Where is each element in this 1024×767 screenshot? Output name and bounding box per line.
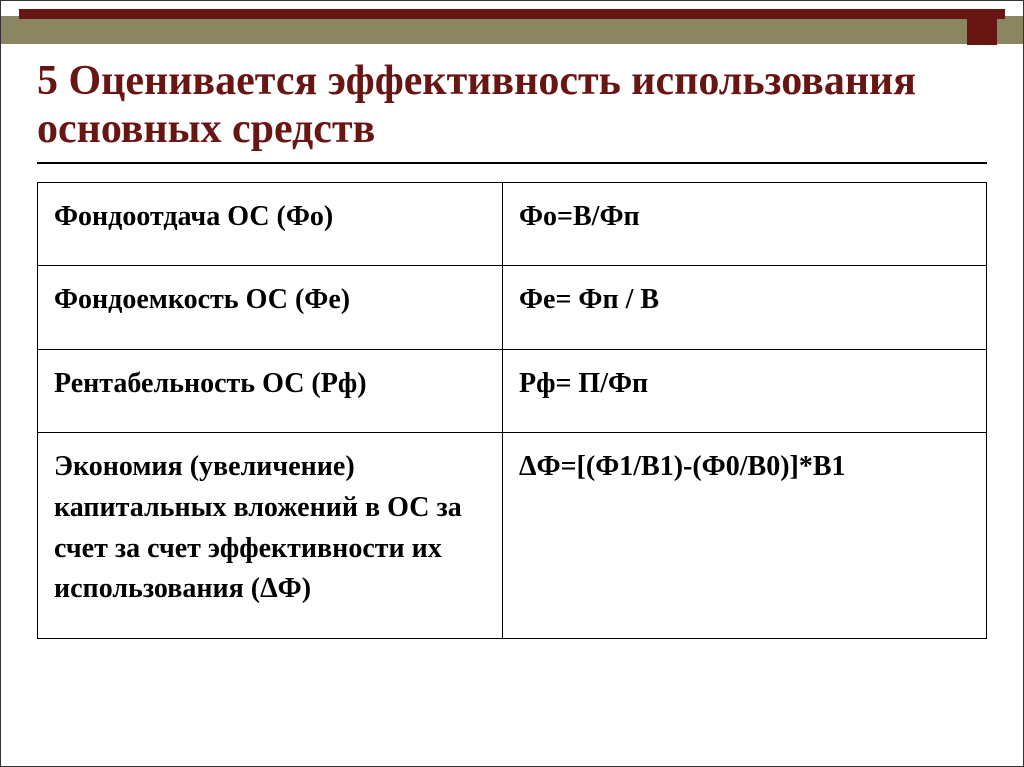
indicator-formula: ΔФ=[(Ф1/В1)-(Ф0/В0)]*В1 [503, 433, 987, 638]
table-row: Фондоотдача ОС (Фо) Фо=В/Фп [38, 182, 987, 266]
slide-title: 5 Оценивается эффективность использовани… [37, 57, 987, 154]
indicator-formula: Рф= П/Фп [503, 349, 987, 433]
indicator-name: Рентабельность ОС (Рф) [38, 349, 503, 433]
table-row: Экономия (увеличение) капитальных вложен… [38, 433, 987, 638]
decor-top-stripe [19, 9, 1005, 19]
decor-corner-square [967, 15, 997, 45]
table-row: Фондоемкость ОС (Фе) Фе= Фп / В [38, 266, 987, 350]
indicator-name: Фондоотдача ОС (Фо) [38, 182, 503, 266]
indicator-name: Экономия (увеличение) капитальных вложен… [38, 433, 503, 638]
formulas-table: Фондоотдача ОС (Фо) Фо=В/Фп Фондоемкость… [37, 182, 987, 639]
slide: 5 Оценивается эффективность использовани… [0, 0, 1024, 767]
indicator-formula: Фо=В/Фп [503, 182, 987, 266]
table-row: Рентабельность ОС (Рф) Рф= П/Фп [38, 349, 987, 433]
decor-top-bar [1, 16, 1023, 44]
indicator-formula: Фе= Фп / В [503, 266, 987, 350]
indicator-name: Фондоемкость ОС (Фе) [38, 266, 503, 350]
content-area: 5 Оценивается эффективность использовани… [37, 57, 987, 639]
title-underline [37, 162, 987, 164]
